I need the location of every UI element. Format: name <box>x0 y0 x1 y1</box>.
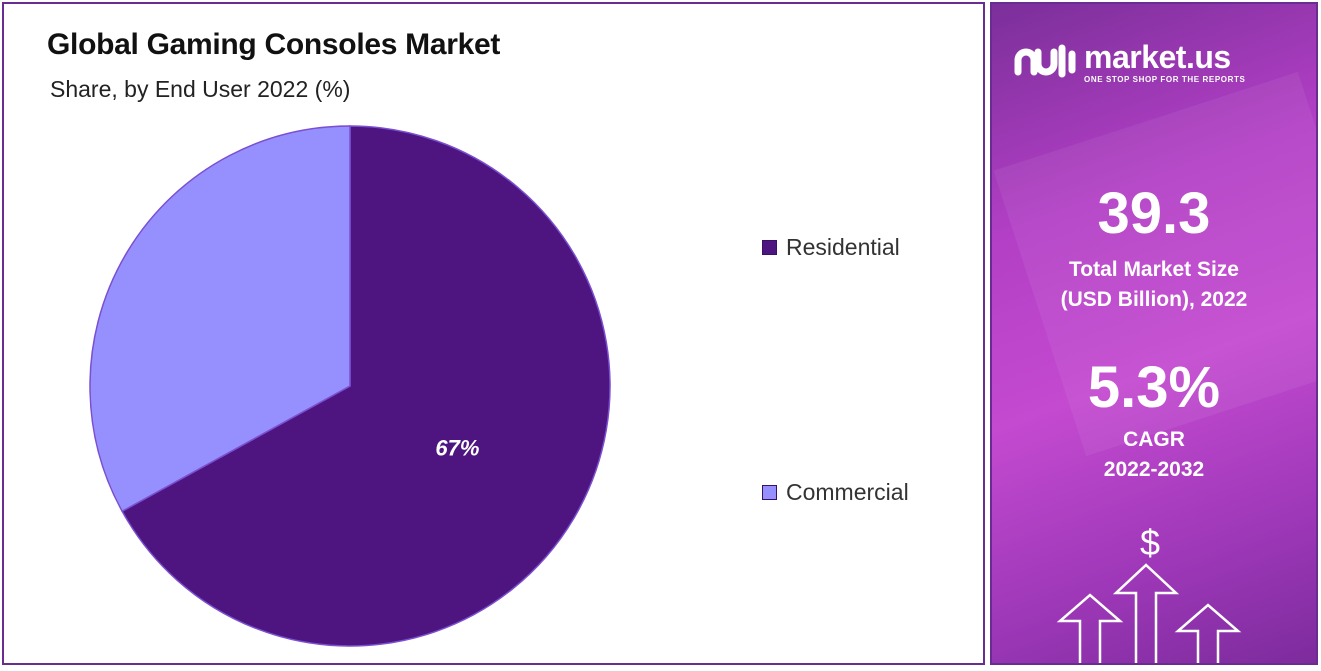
chart-subtitle: Share, by End User 2022 (%) <box>50 76 351 102</box>
market-size-label-line1: Total Market Size <box>1069 258 1239 281</box>
brand-name: market.us <box>1084 38 1231 75</box>
pie-slice-residential <box>121 125 611 647</box>
up-arrow-icon <box>1056 563 1242 663</box>
brand-text: market.us ONE STOP SHOP FOR THE REPORTS <box>1084 41 1245 84</box>
legend-swatch-commercial <box>762 485 777 500</box>
brand-logo-icon <box>1014 44 1076 78</box>
cagr-value: 5.3% <box>1087 355 1221 420</box>
stats-side-panel: market.us ONE STOP SHOP FOR THE REPORTS … <box>990 2 1318 665</box>
market-size-label: Total Market Size (USD Billion), 2022 <box>992 255 1316 315</box>
chart-panel: Global Gaming Consoles Market Share, by … <box>2 2 985 665</box>
market-size-label-line2: (USD Billion), 2022 <box>1060 288 1248 311</box>
legend-item-commercial: Commercial <box>762 479 909 506</box>
market-size-value: 39.3 <box>1097 181 1211 246</box>
brand-tagline: ONE STOP SHOP FOR THE REPORTS <box>1084 74 1246 84</box>
cagr-label-line1: CAGR <box>1123 428 1185 451</box>
pie-slice-commercial <box>89 125 351 513</box>
data-label-residential: 67% <box>435 435 479 460</box>
pie-chart: 67% <box>89 125 611 647</box>
chart-title: Global Gaming Consoles Market <box>47 28 501 61</box>
legend-item-residential: Residential <box>762 234 900 261</box>
cagr-label: CAGR 2022-2032 <box>992 425 1316 485</box>
brand: market.us ONE STOP SHOP FOR THE REPORTS <box>1014 40 1245 84</box>
legend-label-commercial: Commercial <box>786 479 909 505</box>
dollar-icon: $ <box>1140 522 1161 563</box>
cagr-label-line2: 2022-2032 <box>1103 458 1205 481</box>
legend-swatch-residential <box>762 240 777 255</box>
legend-label-residential: Residential <box>786 234 900 260</box>
